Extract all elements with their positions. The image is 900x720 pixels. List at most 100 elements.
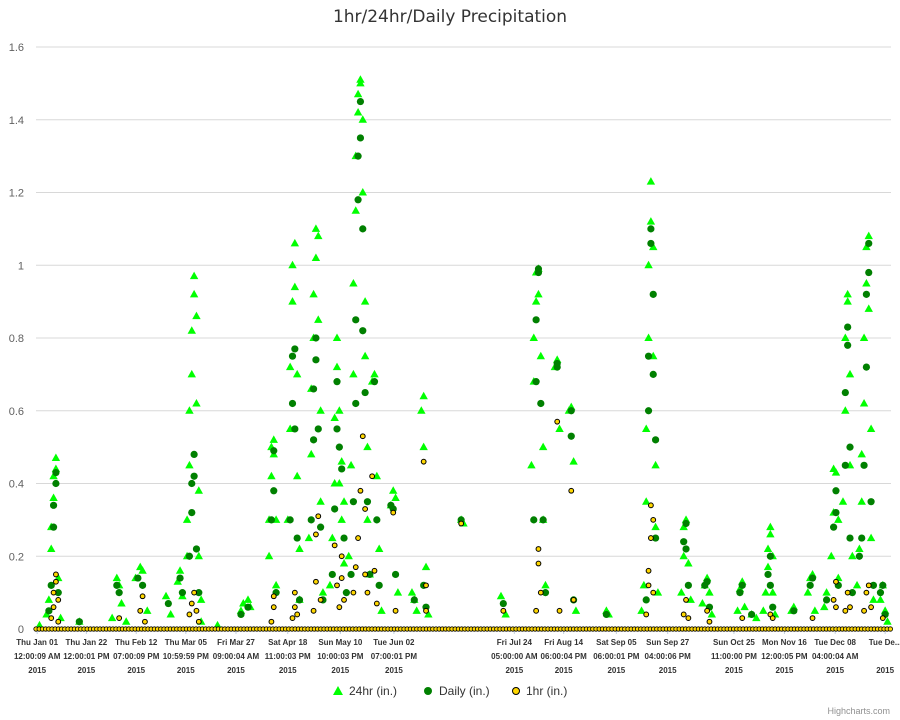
data-point-daily [49,501,58,509]
data-point-24hr [192,311,201,320]
data-point-24hr [185,460,194,469]
data-point-24hr [311,224,321,232]
data-point-daily [822,596,831,604]
data-point-1hr [310,607,317,614]
data-point-24hr [292,369,302,378]
data-point-24hr [351,206,360,214]
x-tick-label: 06:00:04 PM [541,652,588,661]
data-point-1hr [809,615,816,621]
legend: 24hr (in.) Daily (in.) 1hr (in.) [333,684,567,698]
x-tick-label: 04:00:04 AM [812,652,859,661]
data-point-24hr [292,471,302,480]
data-point-24hr [651,460,660,469]
legend-item-daily[interactable]: Daily (in.) [424,684,490,698]
data-point-daily [270,487,278,495]
data-point-24hr [531,297,541,305]
data-point-daily [335,443,343,451]
x-tick-label: 2015 [127,666,145,675]
data-point-24hr [541,580,550,589]
data-point-24hr [49,493,58,502]
data-point-24hr [810,606,820,614]
data-point-daily [736,589,744,597]
x-tick-label: Thu Jan 01 [16,638,58,647]
data-point-24hr [267,471,276,480]
data-point-daily [373,516,381,524]
data-point-24hr [843,297,852,305]
data-point-24hr [377,606,386,614]
x-tick-label: 2015 [279,666,297,675]
data-point-daily [844,323,852,331]
data-point-24hr [412,606,421,614]
data-point-24hr [285,362,295,371]
data-point-daily [359,327,367,335]
data-point-24hr [651,522,660,531]
data-point-1hr [570,597,577,603]
data-point-daily [532,316,540,324]
data-point-daily [333,425,341,433]
x-tick-label: 07:00:09 PM [113,652,160,661]
x-tick-label: 10:59:59 PM [163,652,210,661]
data-point-1hr [423,607,429,614]
data-point-daily [349,498,358,506]
data-point-24hr [47,544,56,552]
data-point-24hr [637,606,646,614]
data-point-1hr [341,597,347,603]
data-point-daily [682,519,690,528]
data-point-24hr [353,89,363,98]
data-point-1hr [568,487,575,494]
data-point-daily [288,399,297,408]
x-axis-labels: Thu Jan 01 12:00:09 AM 2015 Thu Jan 22 12:00… [14,629,900,675]
data-point-daily [267,516,276,524]
data-point-daily [113,581,121,589]
data-point-1hr [50,604,57,611]
data-point-24hr [862,278,871,287]
legend-label-1hr: 1hr (in.) [526,684,567,698]
data-point-24hr [845,369,855,378]
data-point-1hr [313,578,319,585]
data-point-24hr [316,497,325,505]
data-point-daily [766,552,774,560]
data-point-daily [291,345,299,353]
data-point-24hr [768,588,777,596]
data-point-24hr [419,442,428,451]
data-point-1hr [291,604,298,611]
data-point-daily [370,378,379,386]
data-point-1hr [331,542,338,549]
data-point-daily [832,508,840,517]
x-tick-label: 11:00:00 PM [711,652,757,661]
data-point-daily [52,479,60,488]
data-point-daily [356,134,365,142]
data-point-24hr [569,457,578,465]
x-tick-label: 2015 [826,666,844,675]
data-point-24hr [684,559,693,567]
credits-link[interactable]: Highcharts.com [827,706,890,716]
data-point-daily [331,505,339,513]
data-point-daily [537,399,545,408]
data-point-1hr [359,433,366,440]
data-point-1hr [647,535,654,541]
data-point-24hr [419,391,428,400]
data-point-1hr [533,607,540,614]
data-point-daily [361,388,369,397]
data-point-24hr [187,326,196,334]
data-point-24hr [838,497,848,505]
data-point-daily [846,534,854,542]
data-point-24hr [304,533,314,542]
data-point-daily [865,268,873,277]
data-point-daily [649,290,657,298]
data-point-daily [684,581,692,589]
y-tick-label: 0.6 [9,406,24,418]
legend-item-1hr[interactable]: 1hr (in.) [512,684,568,698]
data-point-24hr [189,271,199,280]
data-point-1hr [362,506,369,512]
data-point-1hr [830,597,837,603]
x-tick-label: 2015 [331,666,349,675]
x-tick-label: 2015 [659,666,677,675]
data-point-24hr [356,75,365,83]
data-point-1hr [336,604,343,611]
zero-point-1hr [887,626,894,632]
data-point-1hr [643,611,650,618]
x-tick-label: Fri Jul 24 [497,638,533,647]
legend-item-24hr[interactable]: 24hr (in.) [333,684,397,698]
